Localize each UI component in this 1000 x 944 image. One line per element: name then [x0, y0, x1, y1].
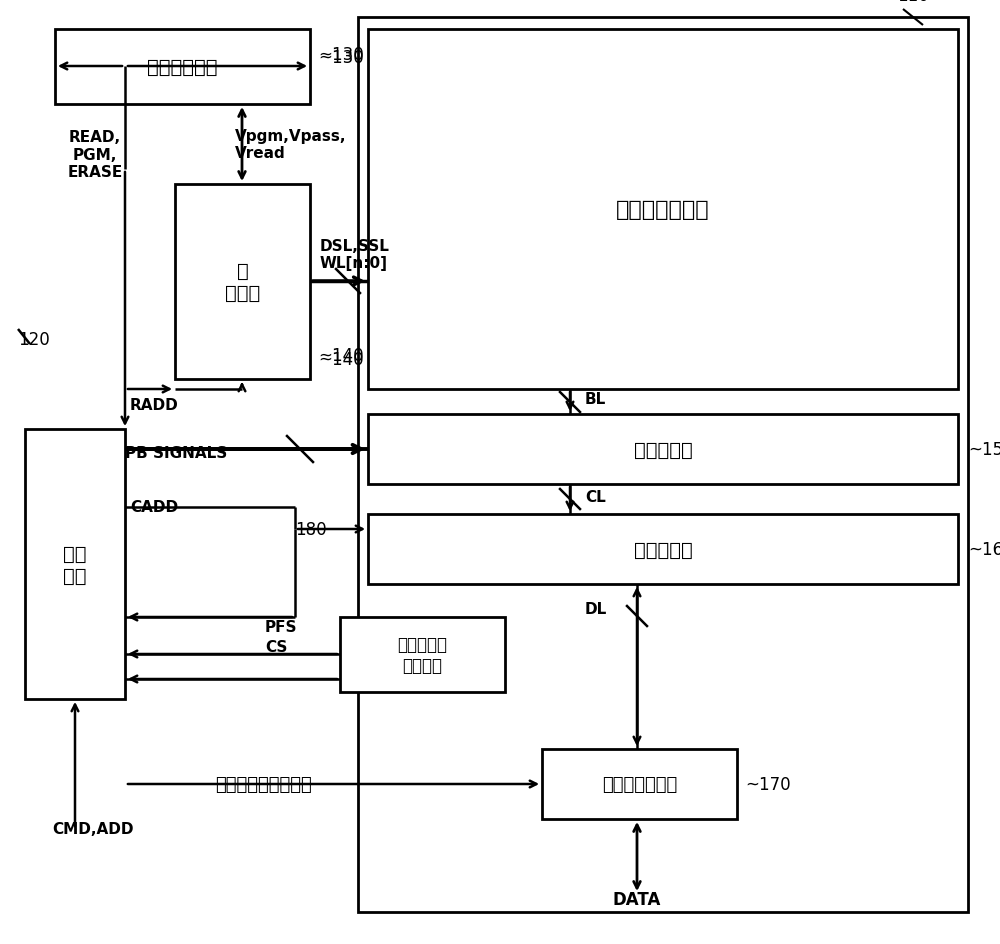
Text: CL: CL: [585, 490, 606, 505]
Bar: [368, 414, 958, 484]
Bar: [368, 514, 958, 584]
Text: PFS: PFS: [265, 620, 298, 634]
Text: 电压发生电路: 电压发生电路: [147, 58, 218, 76]
Text: 存储器单元阵列: 存储器单元阵列: [616, 200, 710, 220]
Text: Vpgm,Vpass,
Vread: Vpgm,Vpass, Vread: [235, 128, 347, 161]
Bar: [340, 617, 505, 692]
Bar: [358, 18, 968, 912]
Text: 120: 120: [18, 330, 50, 348]
Text: RADD: RADD: [130, 397, 179, 413]
Bar: [25, 430, 125, 700]
Bar: [542, 750, 737, 819]
Text: ~130: ~130: [318, 49, 364, 67]
Text: ~140: ~140: [318, 346, 364, 364]
Text: DSL,SSL
WL[n:0]: DSL,SSL WL[n:0]: [320, 239, 390, 271]
Bar: [175, 185, 310, 379]
Text: 行
译码器: 行 译码器: [225, 261, 260, 303]
Text: ~150: ~150: [968, 441, 1000, 459]
Text: ~130: ~130: [318, 46, 364, 64]
Text: PB SIGNALS: PB SIGNALS: [125, 445, 227, 460]
Bar: [55, 30, 310, 105]
Text: ~170: ~170: [745, 775, 791, 793]
Text: 通过／失败
判定电路: 通过／失败 判定电路: [398, 635, 448, 674]
Bar: [368, 30, 958, 390]
Text: ~140: ~140: [318, 350, 364, 368]
Text: BL: BL: [585, 392, 606, 407]
Text: 110: 110: [897, 0, 929, 5]
Text: CADD: CADD: [130, 500, 178, 515]
Text: DL: DL: [585, 602, 607, 616]
Text: 输入／输出电路: 输入／输出电路: [602, 775, 677, 793]
Text: CMD,ADD: CMD,ADD: [52, 821, 134, 836]
Text: 列选择电路: 列选择电路: [634, 540, 692, 559]
Text: CS: CS: [265, 640, 287, 655]
Text: 输入／输出控制电路: 输入／输出控制电路: [215, 775, 312, 793]
Text: READ,
PGM,
ERASE: READ, PGM, ERASE: [67, 130, 123, 179]
Text: DATA: DATA: [613, 890, 661, 908]
Text: 控制
电路: 控制 电路: [63, 544, 87, 585]
Text: 页缓冲器组: 页缓冲器组: [634, 440, 692, 459]
Text: 180: 180: [295, 520, 327, 538]
Text: ~160: ~160: [968, 540, 1000, 559]
